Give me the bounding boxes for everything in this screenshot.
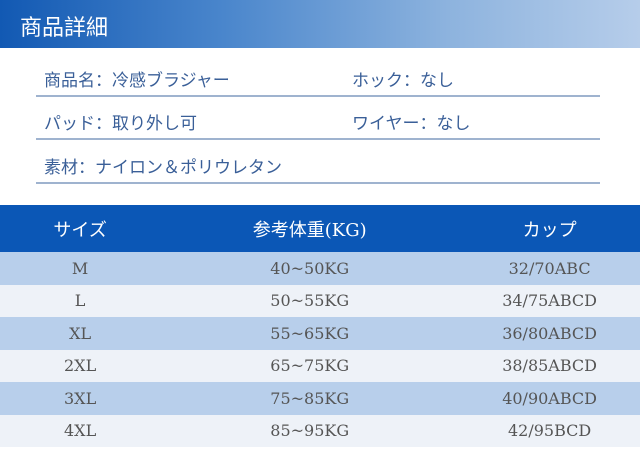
table-row: 2XL 65~75KG 38/85ABCD bbox=[0, 349, 640, 382]
cell-weight: 85~95KG bbox=[160, 414, 460, 447]
cell-cup: 40/90ABCD bbox=[459, 382, 640, 415]
info-wire: ワイヤー：なし bbox=[352, 114, 471, 134]
cell-size: M bbox=[0, 252, 161, 285]
section-header: 商品詳細 bbox=[0, 0, 640, 48]
table-row: M 40~50KG 32/70ABC bbox=[0, 252, 640, 285]
cell-cup: 38/85ABCD bbox=[459, 349, 640, 382]
section-title: 商品詳細 bbox=[20, 16, 109, 41]
col-weight: 参考体重(KG) bbox=[160, 205, 460, 252]
cell-cup: 42/95BCD bbox=[459, 414, 640, 447]
cell-weight: 50~55KG bbox=[160, 284, 460, 317]
info-hook: ホック：なし bbox=[352, 71, 454, 91]
cell-cup: 32/70ABC bbox=[459, 252, 640, 285]
info-row: 素材：ナイロン＆ポリウレタン bbox=[36, 139, 600, 184]
info-material: 素材：ナイロン＆ポリウレタン bbox=[44, 158, 282, 178]
info-row: 商品名：冷感ブラジャー ホック：なし bbox=[36, 52, 600, 97]
cell-weight: 75~85KG bbox=[160, 382, 460, 415]
table-row: L 50~55KG 34/75ABCD bbox=[0, 284, 640, 317]
info-row: パッド：取り外し可 ワイヤー：なし bbox=[36, 95, 600, 140]
table-row: 4XL 85~95KG 42/95BCD bbox=[0, 414, 640, 447]
info-product-name: 商品名：冷感ブラジャー bbox=[44, 71, 230, 91]
cell-size: L bbox=[0, 284, 161, 317]
table-row: XL 55~65KG 36/80ABCD bbox=[0, 317, 640, 350]
cell-weight: 65~75KG bbox=[160, 349, 460, 382]
col-size: サイズ bbox=[0, 205, 161, 252]
table-row: 3XL 75~85KG 40/90ABCD bbox=[0, 382, 640, 415]
cell-cup: 36/80ABCD bbox=[459, 317, 640, 350]
cell-cup: 34/75ABCD bbox=[459, 284, 640, 317]
cell-size: 3XL bbox=[0, 382, 161, 415]
cell-size: 4XL bbox=[0, 414, 161, 447]
cell-weight: 55~65KG bbox=[160, 317, 460, 350]
info-pad: パッド：取り外し可 bbox=[44, 114, 197, 134]
cell-size: XL bbox=[0, 317, 161, 350]
cell-weight: 40~50KG bbox=[160, 252, 460, 285]
size-table: サイズ 参考体重(KG) カップ M 40~50KG 32/70ABC L 50~55K… bbox=[0, 205, 640, 447]
table-header-row: サイズ 参考体重(KG) カップ bbox=[0, 205, 640, 252]
col-cup: カップ bbox=[459, 205, 640, 252]
cell-size: 2XL bbox=[0, 349, 161, 382]
